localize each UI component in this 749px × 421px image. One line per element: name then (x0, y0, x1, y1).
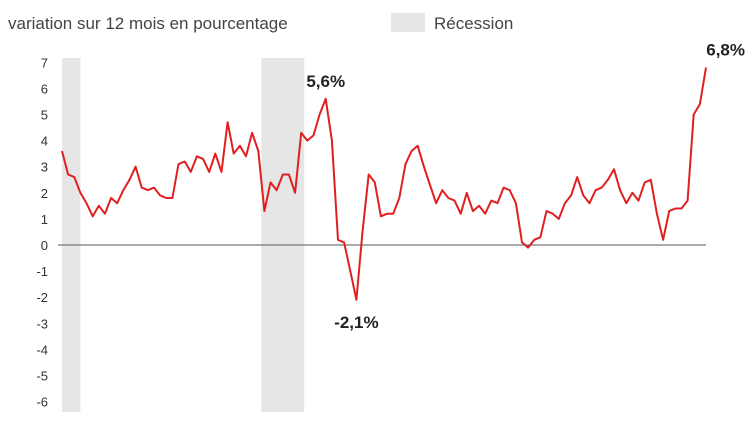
recession-band-2 (261, 58, 305, 412)
y-tick-label: 2 (41, 186, 48, 201)
y-tick-label: 4 (41, 134, 48, 149)
legend-label-recession: Récession (434, 14, 513, 33)
y-tick-label: 6 (41, 81, 48, 96)
y-tick-label: -4 (36, 342, 48, 357)
y-tick-label: 3 (41, 160, 48, 175)
annotation-label-2: -2,1% (334, 313, 378, 332)
y-tick-label: 1 (41, 212, 48, 227)
y-tick-label: 5 (41, 108, 48, 123)
series-line-inflation (61, 67, 707, 301)
y-tick-label: -1 (36, 264, 48, 279)
y-axis-ticks: 7 6 5 4 3 2 1 0 -1 -2 -3 -4 -5 -6 (36, 55, 48, 409)
y-tick-label: 0 (41, 238, 48, 253)
y-tick-label: -5 (36, 369, 48, 384)
recession-bands (62, 58, 305, 412)
y-tick-label: -2 (36, 290, 48, 305)
chart-subtitle: variation sur 12 mois en pourcentage (8, 14, 288, 33)
annotation-label-1: 5,6% (306, 72, 345, 91)
recession-band-1 (62, 58, 81, 412)
y-tick-label: -6 (36, 395, 48, 410)
y-tick-label: -3 (36, 316, 48, 331)
legend-swatch-recession (391, 13, 425, 32)
annotation-label-3: 6,8% (706, 41, 745, 60)
annotations: 5,6% -2,1% 6,8% (306, 41, 745, 332)
y-tick-label: 7 (41, 55, 48, 70)
